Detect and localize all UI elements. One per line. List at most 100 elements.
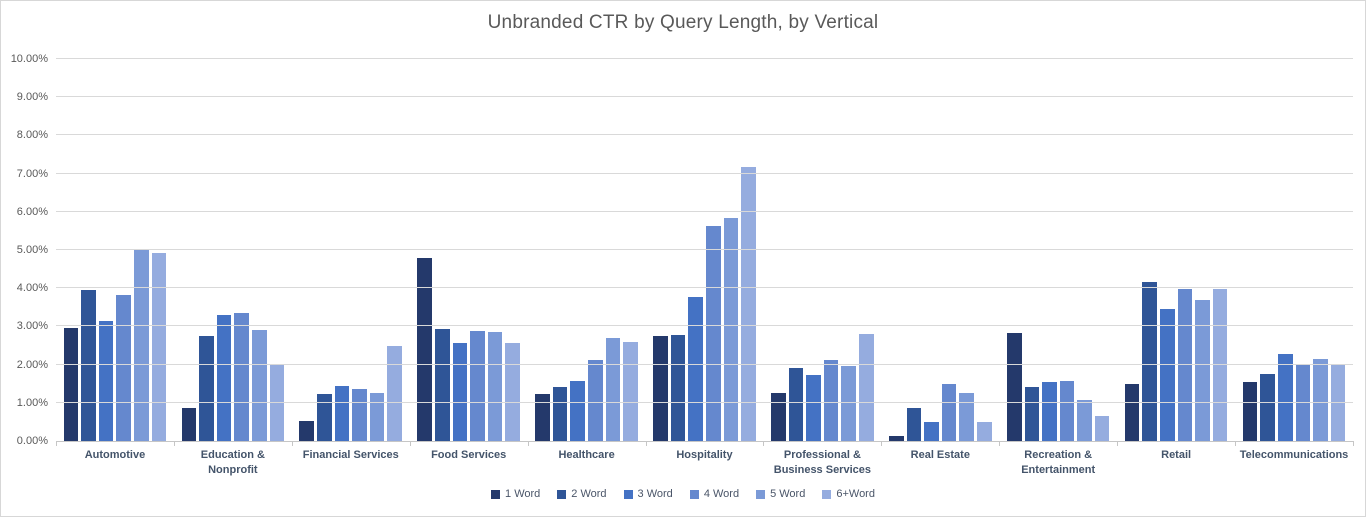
- bar: [605, 338, 621, 441]
- bar: [81, 290, 96, 441]
- bar: [1077, 400, 1092, 441]
- y-axis-label: 6.00%: [16, 205, 48, 218]
- tick-mark: [645, 442, 647, 446]
- bar: [63, 327, 79, 441]
- legend-item: 2 Word: [557, 488, 607, 500]
- bar: [1042, 381, 1057, 441]
- legend-swatch: [623, 489, 633, 499]
- bar: [535, 394, 550, 441]
- bar: [369, 392, 385, 441]
- tick-mark: [56, 442, 57, 446]
- tick-mark: [763, 442, 765, 446]
- bar: [1195, 300, 1210, 441]
- tick-mark: [881, 442, 883, 446]
- bar: [906, 408, 922, 441]
- bar-group: [1235, 59, 1353, 441]
- bar: [1024, 386, 1040, 441]
- category-label: Recreation & Entertainment: [1021, 449, 1096, 476]
- x-axis-label-cell: Telecommunications: [1235, 448, 1353, 478]
- bar: [859, 334, 874, 441]
- y-axis: 0.00% 1.00% 2.00% 3.00% 4.00% 5.00% 6.00% 7.00%…: [1, 53, 48, 447]
- legend-label: 4 Word: [703, 488, 740, 500]
- gridline: [56, 249, 1353, 250]
- bar-group: [881, 59, 999, 441]
- x-axis-label-cell: Retail: [1117, 448, 1235, 478]
- bar: [653, 335, 668, 441]
- bar: [1094, 416, 1110, 441]
- x-axis-label-cell: Automotive: [56, 448, 174, 478]
- legend-label: 3 Word: [637, 488, 673, 500]
- tick-mark: [173, 442, 175, 446]
- bar: [1124, 384, 1140, 441]
- y-axis-label: 5.00%: [16, 244, 48, 256]
- bar: [151, 253, 167, 441]
- bar: [216, 314, 232, 441]
- legend-swatch: [756, 489, 766, 499]
- tick-mark: [1235, 442, 1237, 446]
- y-axis-label: 2.00%: [16, 358, 48, 371]
- tick-mark: [999, 442, 1001, 446]
- bar-group: [1117, 59, 1235, 441]
- category-label: Food Services: [431, 449, 507, 461]
- bar: [741, 167, 756, 441]
- bar: [98, 320, 114, 441]
- bar: [434, 329, 450, 441]
- bar: [771, 392, 786, 441]
- gridline: [56, 401, 1353, 403]
- y-axis-label: 7.00%: [16, 167, 48, 180]
- bar: [1212, 288, 1228, 441]
- plot-area: [56, 58, 1353, 441]
- x-axis-label-cell: Real Estate: [881, 448, 999, 478]
- bar: [352, 388, 367, 441]
- bar: [941, 383, 957, 441]
- legend-item: 1 Word: [491, 488, 540, 500]
- category-label: Retail: [1161, 449, 1192, 461]
- category-label: Professional & Business Services: [773, 449, 871, 476]
- legend-label: 6+Word: [836, 488, 875, 500]
- gridline: [56, 363, 1353, 365]
- bar: [623, 342, 638, 441]
- bar: [251, 329, 267, 441]
- legend-label: 5 Word: [770, 488, 806, 500]
- bar-group: [528, 59, 646, 441]
- bar: [959, 392, 974, 441]
- bar-group: [174, 59, 292, 441]
- bar: [788, 368, 804, 441]
- category-label: Real Estate: [910, 449, 970, 461]
- bar: [181, 407, 197, 441]
- legend-item: 3 Word: [623, 488, 673, 500]
- y-axis-label: 3.00%: [16, 320, 48, 333]
- gridline: [56, 210, 1353, 212]
- y-axis-label: 4.00%: [16, 282, 48, 295]
- bar: [1277, 354, 1293, 441]
- tick-mark: [1117, 442, 1119, 446]
- legend-swatch: [557, 489, 567, 499]
- bar: [1059, 381, 1075, 441]
- category-label: Hospitality: [676, 449, 733, 461]
- bar: [806, 375, 821, 441]
- bar: [487, 332, 503, 441]
- bar: [199, 336, 214, 441]
- legend-item: 5 Word: [756, 488, 805, 500]
- bar: [1142, 281, 1158, 441]
- bar: [1006, 332, 1022, 441]
- x-axis-line: [56, 441, 1354, 442]
- bar: [334, 386, 350, 441]
- y-axis-label: 0.00%: [16, 435, 48, 447]
- gridline: [56, 325, 1353, 327]
- bar: [470, 330, 485, 441]
- category-label: Automotive: [84, 449, 146, 461]
- bar: [588, 359, 603, 441]
- bar-group: [646, 59, 764, 441]
- x-axis-label-cell: Hospitality: [646, 448, 764, 478]
- bar: [452, 343, 468, 441]
- category-label: Telecommunications: [1239, 449, 1349, 461]
- bar: [823, 359, 839, 441]
- category-label: Financial Services: [302, 449, 399, 461]
- bar: [924, 421, 939, 441]
- bar: [1160, 308, 1175, 441]
- x-axis-labels: Automotive Education & Nonprofit Financial…: [56, 448, 1353, 478]
- bar: [505, 342, 520, 441]
- bar: [387, 346, 403, 441]
- tick-mark: [409, 442, 411, 446]
